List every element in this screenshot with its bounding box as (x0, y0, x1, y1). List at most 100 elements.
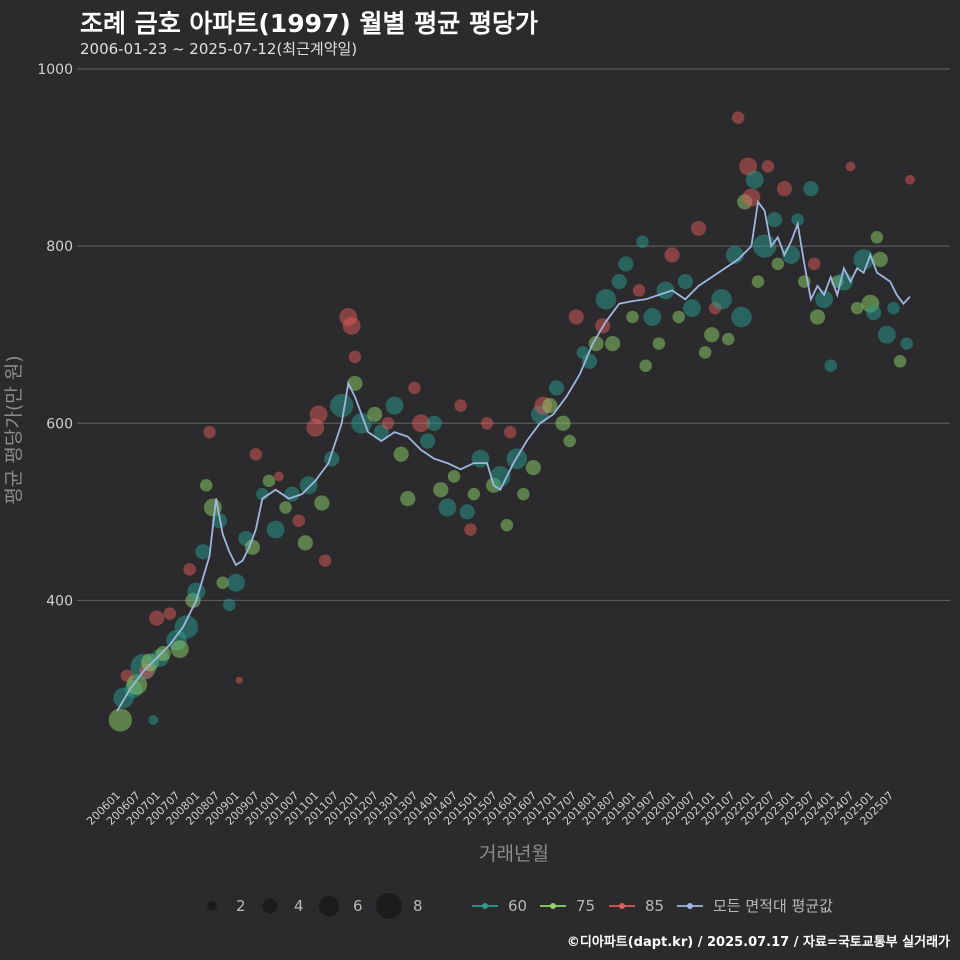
point-75 (751, 275, 765, 288)
point-85 (381, 417, 395, 430)
point-75 (893, 355, 907, 368)
size-legend-label: 8 (413, 897, 423, 915)
size-legend-label: 6 (353, 897, 363, 915)
point-75 (467, 487, 481, 501)
scatter-points (108, 111, 915, 732)
point-60 (618, 256, 634, 272)
point-60 (148, 715, 159, 725)
point-60 (752, 234, 777, 258)
legend: 2 4 6 8 60 75 85 모든 면적대 평균값 (207, 893, 833, 919)
point-75 (170, 640, 189, 659)
point-60 (426, 415, 442, 431)
point-75 (108, 708, 132, 732)
point-60 (595, 288, 617, 310)
point-60 (815, 290, 834, 309)
point-85 (807, 257, 821, 271)
point-85 (690, 220, 707, 237)
point-60 (731, 306, 752, 328)
y-tick-label: 1000 (37, 62, 73, 78)
point-85 (905, 174, 915, 185)
point-75 (722, 332, 735, 346)
point-75 (517, 487, 530, 501)
point-75 (542, 397, 558, 414)
point-85 (739, 157, 758, 176)
point-85 (664, 247, 680, 263)
point-60 (611, 273, 627, 290)
point-60 (682, 299, 701, 318)
series-legend-dot (482, 903, 488, 909)
point-75 (809, 309, 826, 325)
point-75 (400, 490, 416, 507)
point-85 (464, 523, 477, 536)
point-85 (454, 399, 467, 412)
point-75 (771, 257, 785, 271)
point-85 (163, 607, 177, 620)
y-tick-label: 800 (46, 239, 73, 255)
size-legend-label: 2 (236, 897, 246, 915)
point-60 (877, 325, 896, 344)
point-75 (525, 459, 541, 476)
point-85 (742, 188, 761, 207)
point-60 (745, 170, 764, 189)
point-85 (235, 676, 243, 684)
point-60 (174, 615, 199, 639)
point-85 (274, 471, 284, 482)
point-75 (639, 359, 652, 372)
point-60 (803, 180, 819, 197)
point-75 (698, 346, 712, 359)
point-85 (309, 405, 328, 424)
point-75 (199, 479, 213, 492)
point-85 (568, 309, 584, 325)
point-75 (262, 474, 276, 488)
point-75 (155, 645, 171, 662)
chart-title: 조례 금호 아파트(1997) 월별 평균 평당가 (80, 9, 538, 38)
point-75 (314, 495, 330, 511)
point-75 (500, 518, 514, 532)
series-legend-label: 75 (576, 897, 595, 915)
point-85 (408, 381, 421, 395)
point-85 (776, 180, 793, 197)
series-legend-dot (687, 903, 693, 909)
size-legend-dot (207, 901, 217, 911)
point-60 (900, 337, 913, 350)
point-75 (367, 406, 383, 423)
y-tick-label: 600 (46, 416, 73, 432)
point-60 (195, 544, 211, 560)
point-60 (791, 213, 804, 226)
point-60 (385, 396, 404, 415)
size-legend-label: 4 (294, 897, 304, 915)
point-85 (149, 610, 165, 626)
point-75 (626, 310, 639, 324)
x-axis-ticks: 2006012006072007012007072008012008072009… (84, 789, 896, 828)
point-75 (872, 251, 888, 268)
point-85 (503, 425, 517, 439)
grid-lines (77, 68, 950, 602)
y-tick-label: 400 (46, 593, 73, 609)
point-75 (672, 310, 685, 324)
point-75 (279, 501, 292, 514)
series-legend-label: 모든 면적대 평균값 (713, 897, 833, 915)
point-85 (318, 554, 332, 567)
y-axis-ticks: 400 600 800 1000 (37, 62, 73, 609)
size-legend-dot (318, 895, 340, 917)
point-75 (704, 327, 720, 343)
point-75 (563, 434, 576, 448)
point-60 (459, 504, 475, 520)
point-60 (299, 476, 318, 495)
point-60 (489, 466, 511, 487)
point-60 (227, 573, 245, 592)
point-75 (652, 337, 666, 350)
point-85 (480, 417, 494, 430)
point-75 (870, 231, 884, 244)
point-75 (555, 415, 571, 431)
point-75 (393, 446, 409, 462)
point-85 (292, 514, 305, 527)
x-axis-label: 거래년월 (479, 843, 549, 865)
point-85 (249, 448, 263, 461)
point-60 (223, 598, 236, 612)
point-85 (342, 316, 361, 335)
point-85 (348, 350, 362, 364)
size-legend-dot (376, 893, 402, 919)
point-75 (216, 576, 229, 589)
size-legend-dot (262, 898, 278, 914)
